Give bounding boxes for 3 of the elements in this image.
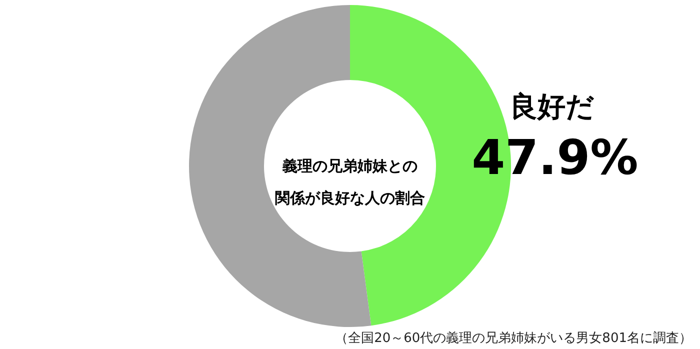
slice-label: 良好だ xyxy=(510,90,594,123)
text: 義理の兄弟姉妹との関係が良好な人の割合 xyxy=(275,157,425,207)
text: （全国20～60代の義理の兄弟姉妹がいる男女801名に調査） xyxy=(335,331,692,346)
